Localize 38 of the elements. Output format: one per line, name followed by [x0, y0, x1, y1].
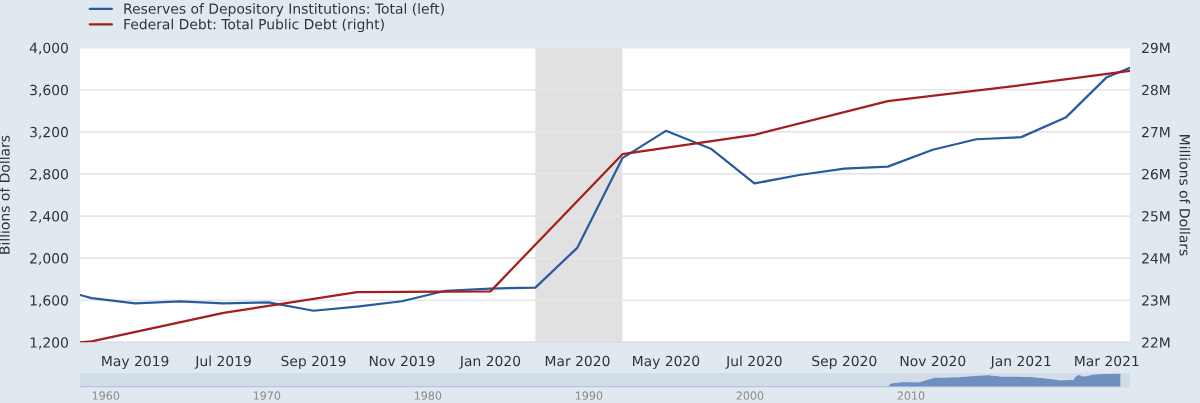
x-tick-label: 1980: [414, 391, 442, 400]
y-tick-label: 3,200: [30, 126, 68, 139]
x-tick-label: 1970: [253, 391, 281, 400]
x-tick-label: 1960: [92, 391, 120, 400]
legend-label: Federal Debt: Total Public Debt (right): [124, 18, 384, 33]
x-tick-label: Jan 2020: [459, 355, 521, 369]
x-tick-label: Jan 2021: [989, 355, 1051, 369]
x-tick-label: May 2019: [102, 355, 169, 369]
y2-tick-label: 22M: [1142, 337, 1170, 348]
y-tick-label: 4,000: [29, 42, 68, 55]
x-tick-label: 1990: [575, 391, 603, 400]
x-tick-label: Mar 2020: [545, 355, 610, 367]
y-tick-label: 1,600: [30, 295, 68, 308]
y-tick-label: 1,200: [30, 337, 68, 350]
x-tick-label: Jul 2020: [725, 355, 782, 369]
legend-label: Reserves of Depository Institutions: Total (left): [124, 3, 444, 17]
x-tick-label: Jul 2019: [194, 355, 251, 369]
x-tick-label: Nov 2020: [900, 355, 966, 367]
y-axis-title: Billions of Dollars: [0, 135, 10, 254]
x-tick-label: May 2020: [633, 355, 700, 369]
y2-tick-label: 25M: [1142, 211, 1170, 222]
x-tick-label: Sep 2019: [281, 355, 346, 369]
x-tick-label: Sep 2020: [812, 355, 877, 369]
y2-tick-label: 26M: [1142, 168, 1170, 180]
x-tick-label: Mar 2021: [1075, 355, 1139, 367]
y-tick-label: 2,400: [30, 211, 68, 223]
x-tick-label: 2010: [897, 391, 925, 400]
y2-axis-title: Millions of Dollars: [1179, 135, 1191, 256]
y-tick-label: 3,600: [30, 84, 68, 97]
y-tick-label: 2,000: [30, 253, 68, 266]
y2-tick-label: 23M: [1142, 295, 1170, 306]
y2-tick-label: 28M: [1142, 84, 1170, 96]
y-tick-label: 2,800: [30, 168, 68, 181]
y2-tick-label: 27M: [1142, 126, 1170, 138]
y2-tick-label: 29M: [1142, 42, 1170, 54]
y2-tick-label: 24M: [1142, 253, 1170, 264]
x-tick-label: 2000: [736, 391, 764, 400]
x-tick-label: Nov 2019: [369, 355, 435, 367]
